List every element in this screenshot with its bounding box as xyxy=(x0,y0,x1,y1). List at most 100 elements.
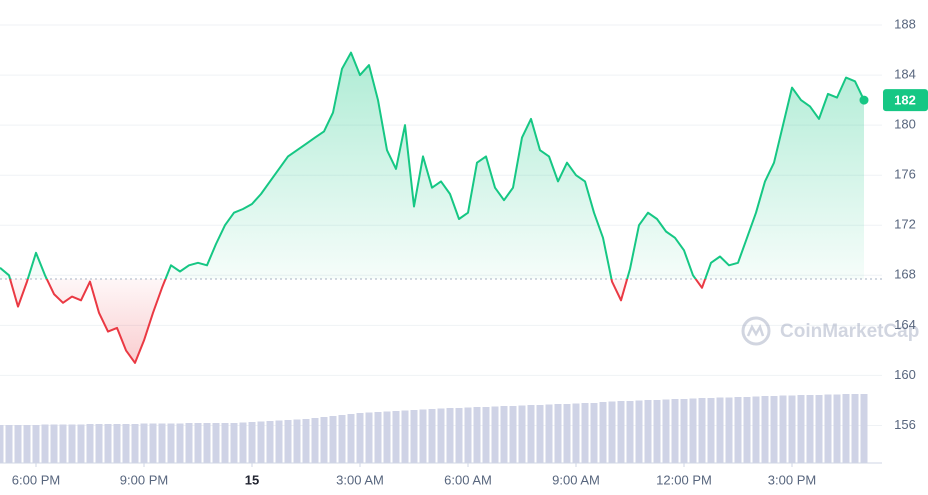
price-area xyxy=(0,52,864,363)
volume-bar xyxy=(59,424,67,463)
price-tag xyxy=(883,89,928,112)
volume-bar xyxy=(581,403,589,463)
volume-bar xyxy=(95,424,103,463)
volume-bar xyxy=(554,404,562,463)
volume-bar xyxy=(365,412,373,463)
volume-bar xyxy=(860,394,868,463)
volume-bar xyxy=(338,415,346,463)
volume-bar xyxy=(842,394,850,463)
volume-bar xyxy=(563,404,571,463)
volume-bar xyxy=(491,406,499,463)
volume-bar xyxy=(419,409,427,463)
y-tick-label: 188 xyxy=(894,16,916,31)
volume-bar xyxy=(266,421,274,463)
volume-bar xyxy=(527,405,535,463)
volume-bar xyxy=(392,411,400,463)
x-tick-label: 6:00 AM xyxy=(444,472,492,487)
volume-bar xyxy=(788,395,796,463)
volume-bar xyxy=(779,395,787,463)
y-tick-label: 160 xyxy=(894,367,916,382)
volume-bar xyxy=(617,401,625,463)
volume-bar xyxy=(401,410,409,463)
volume-bar xyxy=(833,394,841,463)
price-tag-label: 182 xyxy=(894,93,916,108)
volume-bar xyxy=(851,394,859,463)
volume-bar xyxy=(185,423,193,463)
volume-bar xyxy=(374,412,382,463)
volume-bar xyxy=(293,419,301,463)
volume-bar xyxy=(509,406,517,463)
x-tick-label: 9:00 PM xyxy=(120,472,168,487)
volume-bar xyxy=(122,424,130,463)
volume-bar xyxy=(167,423,175,463)
volume-bar xyxy=(518,405,526,463)
volume-bar xyxy=(464,407,472,463)
y-tick-label: 176 xyxy=(894,167,916,182)
volume-bar xyxy=(383,411,391,463)
x-tick-label: 12:00 PM xyxy=(656,472,712,487)
volume-bar xyxy=(347,414,355,463)
volume-bar xyxy=(428,409,436,463)
volume-bar xyxy=(752,396,760,463)
volume-bar xyxy=(311,418,319,463)
volume-bar xyxy=(815,395,823,463)
y-tick-label: 164 xyxy=(894,317,916,332)
x-tick-label: 6:00 PM xyxy=(12,472,60,487)
volume-bar xyxy=(104,424,112,463)
volume-bar xyxy=(626,401,634,463)
volume-bar xyxy=(482,407,490,463)
volume-bar xyxy=(410,410,418,463)
price-line xyxy=(0,51,865,364)
volume-bar xyxy=(653,400,661,463)
plot xyxy=(0,51,882,364)
x-tick-label: 15 xyxy=(245,472,259,487)
volume-bar xyxy=(149,423,157,463)
y-tick-label: 156 xyxy=(894,417,916,432)
volume-bar xyxy=(5,425,13,463)
volume-bar xyxy=(356,413,364,463)
watermark-text: CoinMarketCap xyxy=(780,321,919,342)
volume-bar xyxy=(608,401,616,463)
y-tick-label: 168 xyxy=(894,267,916,282)
volume-bar xyxy=(536,405,544,463)
volume-bar xyxy=(14,425,22,463)
volume-bar xyxy=(500,406,508,463)
x-tick-label: 9:00 AM xyxy=(552,472,600,487)
volume-bar xyxy=(275,420,283,463)
volume-bar xyxy=(221,423,229,463)
volume xyxy=(0,394,868,463)
volume-bar xyxy=(257,421,265,463)
volume-bar xyxy=(329,416,337,463)
volume-bar xyxy=(248,422,256,463)
volume-bar xyxy=(212,423,220,463)
volume-bar xyxy=(68,424,76,463)
volume-bar xyxy=(545,404,553,463)
volume-bar xyxy=(455,408,463,463)
volume-bar xyxy=(239,422,247,463)
volume-bar xyxy=(743,397,751,463)
volume-bar xyxy=(572,403,580,463)
volume-bar xyxy=(0,425,4,463)
axes: 156 160 164 168 172 176 180 184 188 6:00 PM 9:00 P… xyxy=(0,16,928,487)
y-tick-label: 172 xyxy=(894,217,916,232)
y-tick-label: 180 xyxy=(894,117,916,132)
last-point xyxy=(859,95,869,105)
volume-bar xyxy=(734,397,742,463)
volume-bar xyxy=(176,423,184,463)
volume-bar xyxy=(644,400,652,463)
volume-bar xyxy=(41,424,49,463)
volume-bar xyxy=(599,402,607,463)
volume-bar xyxy=(194,423,202,463)
x-tick-label: 3:00 AM xyxy=(336,472,384,487)
volume-bar xyxy=(716,397,724,463)
volume-bar xyxy=(302,419,310,463)
volume-bar xyxy=(284,420,292,463)
volume-bar xyxy=(113,424,121,463)
y-tick-label: 184 xyxy=(894,67,916,82)
volume-bar xyxy=(50,424,58,463)
volume-bar xyxy=(140,423,148,463)
volume-bar xyxy=(86,424,94,463)
volume-bar xyxy=(689,398,697,463)
volume-bar xyxy=(230,423,238,463)
